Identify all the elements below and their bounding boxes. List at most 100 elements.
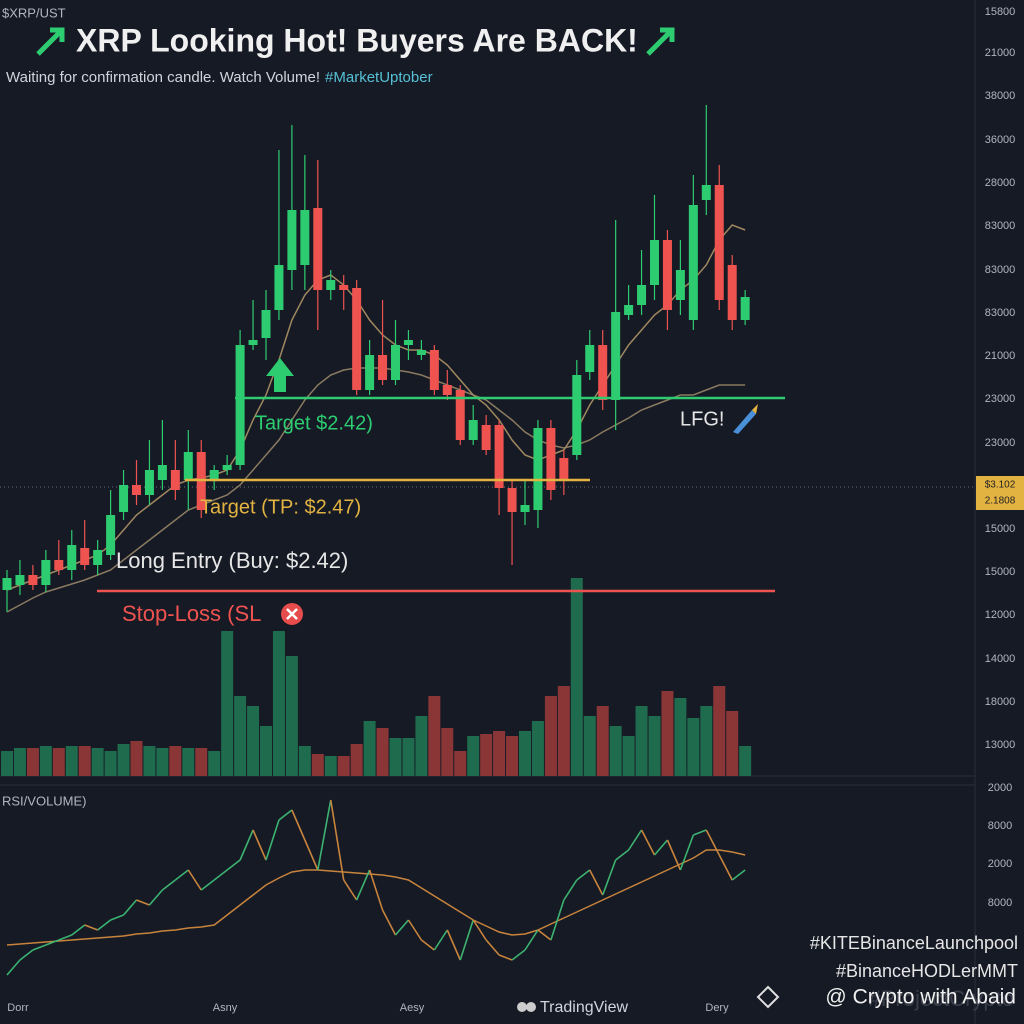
rsi-segment bbox=[317, 799, 332, 871]
rsi-segment bbox=[122, 899, 138, 916]
candle-body bbox=[740, 297, 750, 320]
volume-bar bbox=[726, 711, 739, 776]
watermark: #ProjectCrypto bbox=[868, 986, 1014, 1011]
candle-body bbox=[727, 265, 737, 320]
candle-body bbox=[650, 240, 659, 285]
candle-body bbox=[455, 390, 465, 440]
annotation: LFG! bbox=[680, 408, 724, 430]
candle-body bbox=[67, 545, 77, 570]
axis-label: 23000 bbox=[985, 437, 1016, 449]
volume-bar bbox=[544, 696, 557, 776]
rsi-segment bbox=[420, 939, 435, 951]
candle-body bbox=[559, 458, 569, 480]
candle-body bbox=[352, 288, 362, 390]
axis-label: 2000 bbox=[988, 858, 1012, 870]
volume-bar bbox=[700, 706, 713, 776]
rsi-segment bbox=[84, 924, 98, 931]
candle-body bbox=[416, 350, 426, 355]
volume-bar bbox=[674, 698, 687, 776]
brand: TradingView bbox=[540, 999, 628, 1016]
candle-body bbox=[287, 210, 297, 270]
candle-body bbox=[222, 465, 232, 470]
volume-bar bbox=[363, 721, 376, 776]
axis-label: 83000 bbox=[985, 307, 1016, 319]
rsi-segment bbox=[498, 954, 513, 961]
candle-body bbox=[701, 185, 711, 200]
volume-bar bbox=[117, 744, 130, 776]
candle-body bbox=[313, 208, 323, 290]
rsi-segment bbox=[265, 819, 280, 861]
volume-bar bbox=[208, 751, 221, 776]
arrow-icon bbox=[36, 27, 65, 56]
volume-bar bbox=[441, 728, 454, 776]
candle-body bbox=[520, 505, 530, 512]
volume-bar bbox=[739, 746, 752, 776]
price-tag: 2.1808 bbox=[985, 496, 1016, 507]
volume-bar bbox=[506, 736, 519, 776]
rsi-segment bbox=[524, 929, 539, 951]
rsi-segment bbox=[459, 919, 474, 961]
rsi-segment bbox=[679, 834, 695, 871]
hashtag: #KITEBinanceLaunchpool bbox=[810, 933, 1018, 953]
axis-label: 2000 bbox=[988, 782, 1012, 794]
rsi-segment bbox=[110, 914, 124, 921]
volume-bar bbox=[376, 728, 389, 776]
rsi-segment bbox=[58, 934, 73, 941]
volume-bar bbox=[415, 716, 428, 776]
volume-bar bbox=[156, 748, 169, 776]
rsi-segment bbox=[161, 879, 176, 891]
candle-body bbox=[391, 345, 400, 380]
volume-bar bbox=[324, 756, 337, 776]
candle-body bbox=[637, 285, 647, 305]
rsi-segment bbox=[291, 809, 306, 841]
rsi-segment bbox=[394, 919, 410, 936]
annotation: Target (TP: $2.47) bbox=[200, 496, 361, 518]
candle-body bbox=[507, 488, 517, 512]
axis-label: 21000 bbox=[985, 350, 1016, 362]
rsi-segment bbox=[601, 859, 617, 896]
rsi-segment bbox=[136, 899, 150, 906]
volume-bar bbox=[234, 696, 247, 776]
annotation: Long Entry (Buy: $2.42) bbox=[116, 548, 348, 573]
rsi-segment bbox=[407, 919, 423, 941]
volume-bar bbox=[337, 756, 350, 776]
rsi-segment bbox=[252, 829, 267, 861]
rsi-segment bbox=[278, 809, 293, 821]
axis-label: 83000 bbox=[985, 264, 1016, 276]
candle-body bbox=[326, 280, 336, 290]
axis-label: 15000 bbox=[985, 566, 1016, 578]
rsi-segment bbox=[472, 919, 487, 941]
rsi-segment bbox=[148, 889, 164, 906]
rsi-segment bbox=[239, 829, 254, 861]
rsi-segment bbox=[213, 869, 228, 881]
rsi-segment bbox=[718, 854, 733, 881]
axis-label: 36000 bbox=[985, 134, 1016, 146]
candle-body bbox=[41, 560, 51, 585]
x-label: Aesy bbox=[400, 1002, 425, 1014]
volume-bar bbox=[247, 706, 260, 776]
rsi-segment bbox=[511, 949, 526, 961]
volume-bar bbox=[311, 754, 324, 776]
annotation: Target $2.42) bbox=[255, 412, 373, 434]
volume-bar bbox=[713, 686, 726, 776]
volume-bar bbox=[402, 738, 415, 776]
rsi-segment bbox=[640, 829, 656, 856]
volume-bar bbox=[609, 726, 622, 776]
candle-body bbox=[15, 575, 25, 585]
candle-body bbox=[688, 205, 698, 320]
axis-label: 15800 bbox=[985, 6, 1016, 18]
volume-bar bbox=[272, 631, 285, 776]
rsi-segment bbox=[485, 939, 500, 956]
volume-bar bbox=[26, 748, 39, 776]
candle-body bbox=[106, 515, 116, 555]
axis-label: 38000 bbox=[985, 90, 1016, 102]
rsi-segment bbox=[446, 929, 461, 961]
up-arrow bbox=[266, 358, 294, 392]
candle-body bbox=[170, 470, 180, 490]
rsi-ma bbox=[6, 849, 746, 946]
volume-bar bbox=[39, 746, 52, 776]
candle-body bbox=[624, 305, 634, 315]
volume-bar bbox=[65, 746, 78, 776]
rsi-segment bbox=[381, 909, 397, 936]
